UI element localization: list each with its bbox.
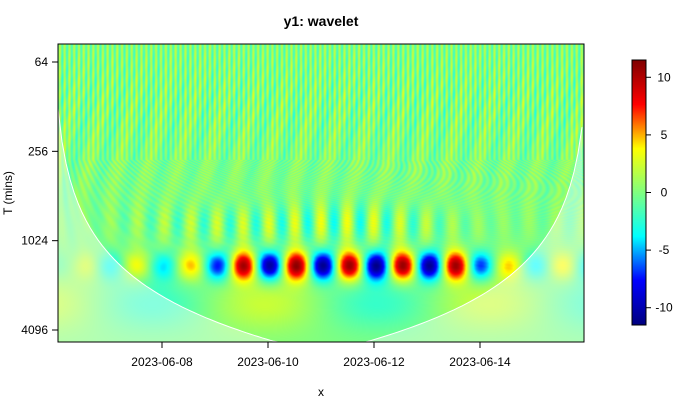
plot-frame (57, 43, 585, 343)
chart-title: y1: wavelet (284, 13, 359, 29)
y-tick-label: 64 (35, 55, 49, 69)
cone-of-influence-shade (58, 108, 584, 342)
y-tick-label: 256 (28, 144, 48, 158)
y-axis-label: T (mins) (1, 171, 15, 215)
x-tick-label: 2023-06-12 (343, 355, 405, 369)
colorbar-tick-label: -10 (655, 301, 673, 315)
wavelet-heatmap (58, 44, 584, 342)
y-axis: 64 256 1024 4096 (21, 55, 58, 337)
x-tick-label: 2023-06-08 (131, 355, 193, 369)
y-tick-label: 1024 (21, 234, 48, 248)
colorbar-tick-label: 0 (661, 186, 668, 200)
colorbar-gradient (632, 60, 646, 325)
colorbar-axis: 10 5 0 -5 -10 (646, 70, 673, 315)
y-tick-label: 4096 (21, 323, 48, 337)
colorbar-tick-label: -5 (659, 243, 670, 257)
x-axis: 2023-06-08 2023-06-10 2023-06-12 2023-06-14 (131, 342, 511, 369)
x-tick-label: 2023-06-14 (449, 355, 511, 369)
colorbar-tick-label: 10 (657, 70, 671, 84)
x-tick-label: 2023-06-10 (237, 355, 299, 369)
colorbar-tick-label: 5 (661, 128, 668, 142)
x-axis-label: x (318, 385, 324, 399)
